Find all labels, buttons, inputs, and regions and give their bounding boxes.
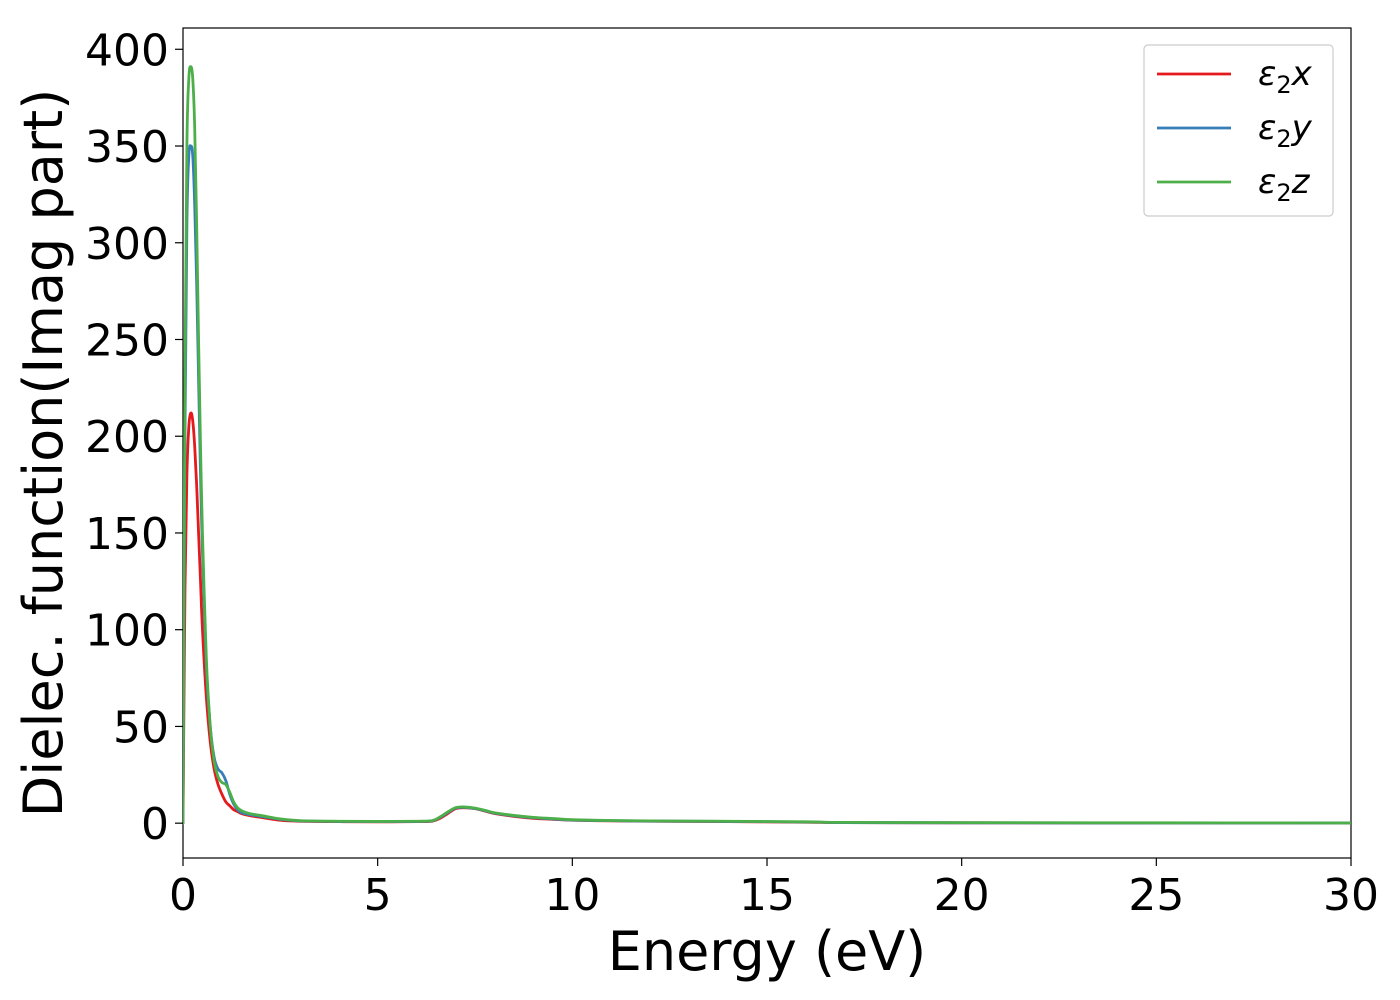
legend-box: [1143, 44, 1334, 217]
legend-suffix: z: [1291, 162, 1311, 202]
series-line-x: [183, 411, 1351, 825]
y-tick-label: 50: [113, 702, 169, 753]
legend-label-y: ε2y: [1258, 108, 1313, 153]
x-axis-label: Energy (eV): [608, 920, 927, 983]
legend-suffix: x: [1291, 54, 1313, 94]
y-tick-label: 200: [85, 412, 169, 463]
series-line-z: [183, 65, 1351, 825]
x-tick-label: 10: [544, 870, 600, 921]
x-tick-label: 30: [1323, 870, 1379, 921]
x-tick-label: 5: [364, 870, 392, 921]
legend-subscript: 2: [1276, 179, 1291, 207]
y-tick-label: 400: [85, 25, 169, 76]
legend-subscript: 2: [1276, 125, 1291, 153]
legend-subscript: 2: [1276, 71, 1291, 99]
x-tick-label: 15: [739, 870, 795, 921]
x-tick-label: 20: [934, 870, 990, 921]
y-tick-label: 100: [85, 606, 169, 657]
y-axis: 0 50 100 150 200 250 300 350 400: [85, 25, 183, 850]
x-tick-label: 0: [169, 870, 197, 921]
y-tick-label: 150: [85, 509, 169, 560]
x-axis: 0 5 10 15 20 25 30: [169, 858, 1379, 921]
y-tick-label: 0: [141, 799, 169, 850]
series-layer: [183, 65, 1351, 825]
series-line-y: [183, 144, 1351, 825]
y-axis-label: Dielec. function(Imag part): [12, 89, 75, 818]
legend-suffix: y: [1291, 108, 1313, 148]
y-tick-label: 300: [85, 219, 169, 270]
y-tick-label: 250: [85, 315, 169, 366]
legend-symbol: ε: [1258, 108, 1276, 148]
y-tick-label: 350: [85, 122, 169, 173]
legend-symbol: ε: [1258, 54, 1276, 94]
legend-symbol: ε: [1258, 162, 1276, 202]
legend-label-x: ε2x: [1258, 54, 1313, 99]
legend-label-z: ε2z: [1258, 162, 1311, 207]
x-tick-label: 25: [1128, 870, 1184, 921]
